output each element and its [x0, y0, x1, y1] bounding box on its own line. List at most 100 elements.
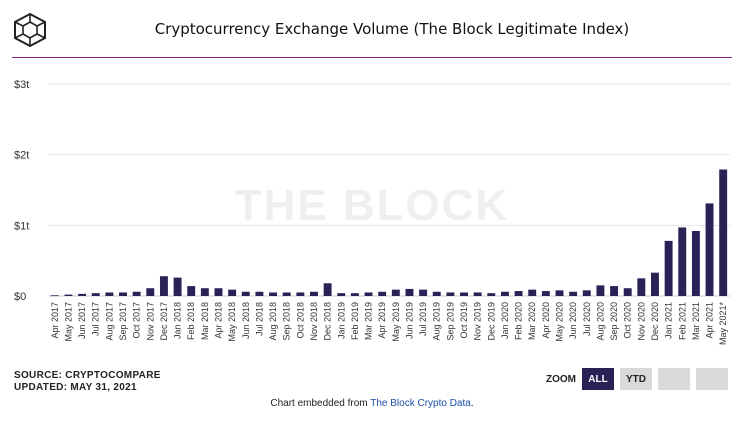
- x-tick-label: Oct 2018: [295, 302, 305, 339]
- embed-credit: Chart embedded from The Block Crypto Dat…: [0, 398, 744, 409]
- x-tick-label: Feb 2018: [186, 302, 196, 340]
- x-tick-label: Dec 2017: [159, 302, 169, 341]
- x-tick-label: Nov 2019: [473, 302, 483, 341]
- bar[interactable]: [487, 293, 496, 296]
- x-tick-label: Apr 2018: [214, 302, 224, 339]
- bar[interactable]: [187, 286, 196, 296]
- bar[interactable]: [214, 288, 223, 296]
- the-block-data-link[interactable]: The Block Crypto Data: [370, 398, 471, 409]
- x-tick-label: Sep 2020: [609, 302, 619, 341]
- chart-watermark: THE BLOCK: [235, 181, 510, 230]
- y-tick-label: $0: [14, 291, 26, 303]
- bar[interactable]: [596, 285, 605, 296]
- x-tick-label: Jun 2018: [241, 302, 251, 339]
- bar[interactable]: [555, 290, 564, 296]
- bar[interactable]: [323, 283, 332, 296]
- bar[interactable]: [255, 291, 264, 296]
- embed-prefix: Chart embedded from: [270, 398, 371, 409]
- x-tick-label: Mar 2018: [200, 302, 210, 340]
- x-tick-label: Dec 2019: [486, 302, 496, 341]
- bar[interactable]: [132, 291, 141, 296]
- bar[interactable]: [582, 290, 591, 296]
- bar[interactable]: [78, 293, 87, 296]
- x-tick-label: Apr 2017: [50, 302, 60, 339]
- bar[interactable]: [146, 288, 155, 296]
- bar[interactable]: [364, 292, 373, 296]
- bar[interactable]: [105, 292, 114, 296]
- bar[interactable]: [719, 169, 728, 296]
- x-tick-label: Jan 2018: [173, 302, 183, 339]
- x-tick-label: Jul 2020: [582, 302, 592, 336]
- x-tick-label: Apr 2021: [705, 302, 715, 339]
- x-tick-label: Jun 2017: [77, 302, 87, 339]
- x-tick-label: May 2020: [555, 302, 565, 342]
- title-divider: [12, 57, 732, 58]
- bar[interactable]: [569, 291, 578, 296]
- bar[interactable]: [691, 230, 700, 296]
- zoom-blank-button-1[interactable]: [658, 368, 690, 390]
- bar[interactable]: [241, 291, 250, 296]
- bar[interactable]: [664, 240, 673, 296]
- the-block-logo-icon: [12, 12, 48, 48]
- bar[interactable]: [528, 289, 537, 296]
- bar[interactable]: [119, 292, 127, 296]
- bar[interactable]: [541, 291, 550, 296]
- bar[interactable]: [623, 288, 632, 296]
- x-tick-label: Jan 2019: [336, 302, 346, 339]
- bar[interactable]: [296, 292, 305, 296]
- bar[interactable]: [50, 295, 59, 297]
- y-tick-label: $3t: [14, 79, 29, 91]
- bar[interactable]: [419, 289, 428, 296]
- bar[interactable]: [91, 293, 100, 296]
- x-tick-label: Nov 2018: [309, 302, 319, 341]
- bar[interactable]: [159, 276, 168, 296]
- chart-source-info: SOURCE: CRYPTOCOMPARE UPDATED: MAY 31, 2…: [14, 370, 161, 394]
- bar[interactable]: [514, 291, 523, 296]
- zoom-label: ZOOM: [546, 373, 576, 385]
- bar[interactable]: [228, 289, 237, 296]
- x-tick-label: Jun 2019: [404, 302, 414, 339]
- bar[interactable]: [473, 292, 482, 296]
- source-text: SOURCE: CRYPTOCOMPARE: [14, 370, 161, 381]
- updated-text: UPDATED: MAY 31, 2021: [14, 382, 137, 393]
- chart-title: Cryptocurrency Exchange Volume (The Bloc…: [154, 20, 630, 38]
- bar[interactable]: [432, 291, 441, 296]
- bar[interactable]: [310, 291, 318, 296]
- x-tick-label: Dec 2020: [650, 302, 660, 341]
- bar[interactable]: [391, 289, 400, 296]
- x-tick-label: Aug 2018: [268, 302, 278, 341]
- x-tick-label: Sep 2018: [282, 302, 292, 341]
- bar[interactable]: [378, 291, 387, 296]
- x-tick-label: Dec 2018: [323, 302, 333, 341]
- bar[interactable]: [500, 291, 509, 296]
- x-tick-label: Nov 2020: [636, 302, 646, 341]
- zoom-blank-button-2[interactable]: [696, 368, 728, 390]
- bar[interactable]: [282, 292, 291, 296]
- x-tick-label: Aug 2020: [595, 302, 605, 341]
- bar[interactable]: [678, 227, 687, 296]
- zoom-ytd-button[interactable]: YTD: [620, 368, 652, 390]
- bar[interactable]: [64, 294, 73, 296]
- bar[interactable]: [269, 292, 278, 296]
- zoom-all-button[interactable]: ALL: [582, 368, 614, 390]
- x-tick-label: Jul 2017: [91, 302, 101, 336]
- x-tick-label: Feb 2021: [677, 302, 687, 340]
- bar[interactable]: [173, 277, 182, 296]
- bar[interactable]: [651, 272, 659, 296]
- bar[interactable]: [200, 288, 209, 296]
- bar[interactable]: [610, 286, 619, 296]
- y-tick-label: $1t: [14, 220, 29, 232]
- bar[interactable]: [637, 278, 646, 296]
- x-tick-label: May 2021*: [718, 302, 728, 346]
- x-tick-label: Oct 2017: [132, 302, 142, 339]
- zoom-controls: ZOOM ALL YTD: [546, 368, 728, 390]
- bar[interactable]: [705, 203, 714, 296]
- bar[interactable]: [350, 293, 359, 296]
- bar[interactable]: [405, 288, 414, 296]
- bar[interactable]: [460, 292, 468, 296]
- x-tick-label: Oct 2020: [623, 302, 633, 339]
- bar[interactable]: [446, 292, 455, 296]
- bar[interactable]: [337, 293, 346, 296]
- x-tick-label: Sep 2017: [118, 302, 128, 341]
- x-tick-label: Jul 2018: [254, 302, 264, 336]
